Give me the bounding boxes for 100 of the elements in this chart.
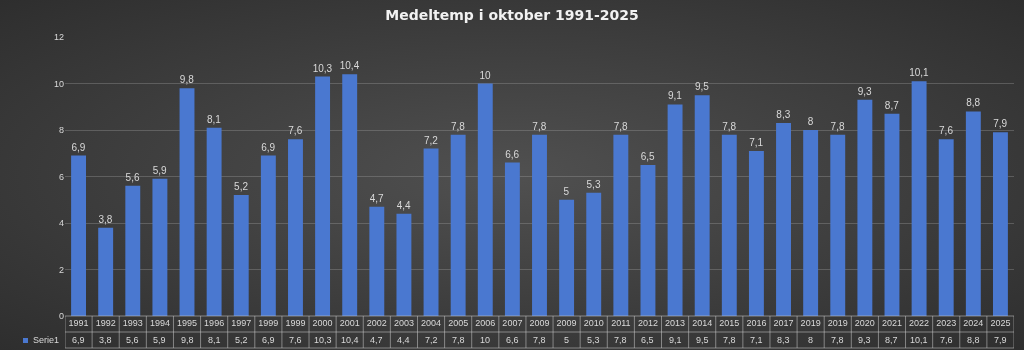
data-label: 7,8 bbox=[533, 335, 546, 345]
data-label: 8 bbox=[808, 335, 814, 345]
chart-title: Medeltemp i oktober 1991-2025 bbox=[385, 7, 639, 24]
data-label: 8,1 bbox=[208, 335, 221, 345]
x-tick-label: 2025 bbox=[990, 318, 1011, 328]
x-tick-label: 2006 bbox=[475, 318, 496, 328]
data-label: 9,8 bbox=[181, 335, 194, 345]
text: 7,8 bbox=[722, 120, 737, 132]
text: 10,1 bbox=[909, 67, 929, 79]
text: 8 bbox=[807, 116, 814, 127]
data-label: 7,6 bbox=[940, 335, 953, 345]
text: 9,1 bbox=[667, 90, 682, 102]
data-label: 7,1 bbox=[750, 335, 763, 345]
text: 7,6 bbox=[288, 125, 303, 137]
text: 10 bbox=[479, 69, 491, 81]
legend-label: Serie1 bbox=[33, 335, 60, 345]
x-tick-label: 2020 bbox=[854, 318, 875, 328]
text: 4,7 bbox=[369, 192, 384, 204]
text: 3,8 bbox=[98, 213, 113, 225]
x-tick-label: 1993 bbox=[122, 318, 143, 328]
x-tick-label: 2021 bbox=[881, 318, 903, 328]
data-label: 10,4 bbox=[341, 335, 359, 345]
text: 4,4 bbox=[396, 199, 411, 211]
y-tick-label: 12 bbox=[53, 32, 64, 43]
text: 5 bbox=[563, 185, 570, 197]
text: 6,5 bbox=[640, 150, 655, 162]
x-tick-label: 2023 bbox=[936, 318, 957, 328]
data-label: 5,6 bbox=[126, 335, 139, 345]
data-label: 7,6 bbox=[289, 335, 302, 345]
data-label: 9,5 bbox=[696, 335, 709, 345]
data-label: 9,1 bbox=[669, 335, 682, 345]
text: 9,8 bbox=[179, 74, 194, 86]
x-tick-label: 1994 bbox=[149, 318, 170, 328]
x-tick-label: 2007 bbox=[502, 318, 523, 328]
data-label: 7,8 bbox=[831, 335, 844, 345]
data-label: 4,4 bbox=[397, 335, 410, 345]
x-tick-label: 2015 bbox=[719, 318, 740, 328]
y-tick-label: 2 bbox=[58, 264, 64, 275]
text: 9,3 bbox=[857, 85, 872, 97]
x-tick-label: 2004 bbox=[421, 318, 442, 328]
y-tick-label: 0 bbox=[58, 311, 64, 322]
text: 6,9 bbox=[71, 141, 86, 153]
data-label: 3,8 bbox=[99, 335, 112, 345]
data-label: 7,9 bbox=[994, 335, 1007, 345]
data-label: 9,3 bbox=[858, 335, 871, 345]
text: 8,7 bbox=[884, 99, 899, 111]
x-tick-label: 2024 bbox=[963, 318, 984, 328]
data-label: 10,1 bbox=[910, 335, 928, 345]
data-label: 8,8 bbox=[967, 335, 980, 345]
data-label: 5,3 bbox=[587, 335, 600, 345]
data-label: 7,2 bbox=[425, 335, 438, 345]
text: 7,6 bbox=[939, 125, 953, 137]
x-tick-label: 2000 bbox=[312, 318, 333, 328]
x-tick-label: 2010 bbox=[583, 318, 604, 328]
data-label: 5,9 bbox=[153, 335, 166, 345]
data-label: 7,8 bbox=[723, 335, 736, 345]
data-label: 6,9 bbox=[262, 335, 275, 345]
x-tick-label: 2005 bbox=[448, 318, 469, 328]
text: 5,9 bbox=[152, 164, 167, 176]
x-tick-label: 2019 bbox=[827, 318, 848, 328]
text: 10,4 bbox=[339, 60, 360, 72]
x-tick-label: 2013 bbox=[665, 318, 686, 328]
x-tick-label: 2001 bbox=[339, 318, 360, 328]
data-label: 6,5 bbox=[641, 335, 654, 345]
text: 7,1 bbox=[749, 136, 764, 148]
text: 7,8 bbox=[830, 120, 845, 132]
text: 7,8 bbox=[613, 120, 628, 132]
x-tick-label: 1992 bbox=[95, 318, 116, 328]
y-tick-label: 10 bbox=[53, 78, 64, 89]
x-tick-label: 1999 bbox=[258, 318, 279, 328]
x-tick-label: 1991 bbox=[68, 318, 89, 328]
data-label: 7,8 bbox=[614, 335, 627, 345]
text: 5,3 bbox=[586, 178, 601, 190]
x-tick-label: 2003 bbox=[393, 318, 414, 328]
data-label: 10,3 bbox=[314, 335, 332, 345]
data-label: 5 bbox=[564, 335, 570, 345]
text: 7,9 bbox=[993, 118, 1008, 130]
text: 5,6 bbox=[125, 171, 140, 183]
data-label: 4,7 bbox=[370, 335, 383, 345]
x-tick-label: 2016 bbox=[746, 318, 767, 328]
text: 7,8 bbox=[532, 120, 547, 132]
data-label: 8,7 bbox=[885, 335, 898, 345]
data-label: 7,8 bbox=[452, 335, 465, 345]
x-tick-label: 1997 bbox=[231, 318, 252, 328]
x-tick-label: 2011 bbox=[611, 318, 631, 328]
x-tick-label: 1996 bbox=[204, 318, 225, 328]
data-label: 5,2 bbox=[235, 335, 248, 345]
x-tick-label: 2014 bbox=[692, 318, 713, 328]
data-label: 10 bbox=[480, 335, 491, 345]
text: 7,8 bbox=[450, 120, 465, 132]
x-tick-label: 1999 bbox=[285, 318, 306, 328]
text: 8,8 bbox=[966, 97, 981, 109]
text: 6,6 bbox=[505, 148, 520, 160]
text: 9,5 bbox=[695, 81, 709, 93]
y-tick-label: 4 bbox=[58, 218, 64, 229]
text: 5,2 bbox=[234, 181, 248, 193]
x-tick-label: 1995 bbox=[176, 318, 198, 328]
x-tick-label: 2017 bbox=[773, 318, 794, 328]
text: 7,2 bbox=[423, 134, 438, 146]
text: 8,3 bbox=[776, 109, 791, 121]
